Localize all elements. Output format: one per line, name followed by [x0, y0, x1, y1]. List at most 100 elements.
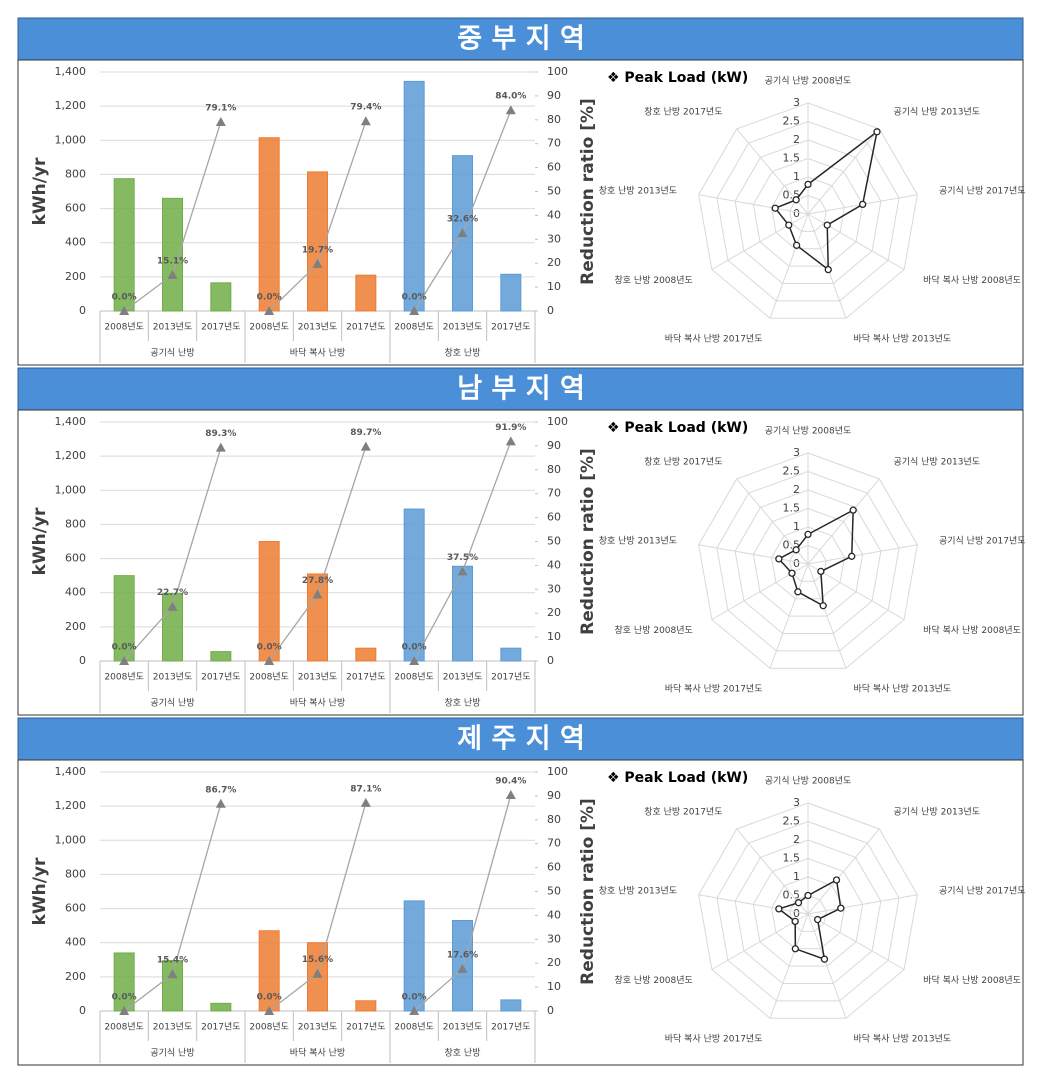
radar-tick-label: 2.5 — [783, 815, 801, 828]
data-label: 15.6% — [302, 955, 333, 965]
radar-line — [777, 878, 842, 961]
data-label: 84.0% — [495, 92, 526, 102]
y-tick-label: 0 — [79, 654, 86, 667]
line-marker — [505, 789, 516, 799]
radar-spoke — [807, 913, 905, 970]
data-label: 22.7% — [157, 588, 188, 598]
y2-tick-label: 20 — [547, 256, 561, 269]
radar-axis-label: 창호 난방 2017년도 — [644, 107, 722, 118]
radar-grid — [752, 157, 864, 267]
y2-tick-label: 90 — [547, 89, 561, 102]
y2-tick-label: 90 — [547, 439, 561, 452]
x-tick-label: 2017년도 — [491, 322, 530, 333]
radar-point — [859, 200, 867, 209]
radar-point — [820, 955, 829, 963]
line-marker — [119, 656, 130, 665]
radar-point — [792, 546, 800, 554]
y2-tick-label: 30 — [547, 232, 561, 245]
y-tick-label: 0 — [79, 1004, 86, 1017]
x-tick-label: 2017년도 — [346, 1022, 385, 1033]
y2-tick-label: 60 — [547, 511, 561, 524]
line-marker — [215, 442, 226, 452]
radar-tick-label: 0 — [793, 907, 800, 920]
radar-title: ❖ Peak Load (kW) — [607, 770, 748, 786]
y2-tick-label: 30 — [547, 582, 561, 595]
line-marker — [409, 306, 420, 315]
radar-point — [785, 221, 793, 229]
section-body — [17, 59, 1024, 366]
radar-tick-label: 3 — [793, 796, 800, 809]
bar — [403, 508, 425, 662]
data-label: 15.4% — [157, 956, 188, 966]
y-tick-label: 400 — [65, 936, 86, 949]
y2-tick-label: 70 — [547, 487, 561, 500]
radar-grid — [771, 176, 845, 250]
radar-tick-label: 2 — [793, 833, 800, 846]
x-tick-label: 2013년도 — [443, 672, 482, 683]
y-axis-label: kWh/yr — [30, 857, 50, 925]
line-marker — [119, 1006, 130, 1015]
y-tick-label: 1,400 — [55, 765, 87, 778]
x-tick-label: 2013년도 — [153, 672, 192, 683]
radar-grid — [698, 802, 918, 1019]
radar-tick-label: 3 — [793, 446, 800, 459]
radar-grid — [771, 526, 845, 600]
y-tick-label: 1,400 — [55, 415, 87, 428]
radar-spoke — [711, 213, 809, 270]
y2-tick-label: 100 — [547, 415, 568, 428]
radar-axis-label: 창호 난방 2017년도 — [644, 457, 722, 468]
bar — [500, 999, 522, 1012]
data-label: 17.6% — [447, 950, 478, 960]
y-tick-label: 600 — [65, 902, 86, 915]
y2-tick-label: 70 — [547, 837, 561, 850]
bar — [500, 647, 522, 662]
radar-point — [788, 569, 796, 577]
radar-point — [873, 128, 881, 136]
radar-point — [775, 905, 783, 913]
y2-tick-label: 10 — [547, 980, 561, 993]
group-label: 바닥 복사 난방 — [290, 698, 345, 709]
radar-axis-label: 공기식 난방 2008년도 — [765, 776, 852, 787]
y2-tick-label: 70 — [547, 137, 561, 150]
radar-axis-label: 바닥 복사 난방 2013년도 — [853, 333, 951, 344]
radar-axis-label: 바닥 복사 난방 2008년도 — [923, 275, 1021, 286]
y2-axis-label: Reduction ratio [%] — [578, 798, 598, 985]
radar-axis-label: 창호 난방 2013년도 — [599, 535, 677, 546]
radar-point — [792, 241, 801, 249]
radar-spoke — [807, 478, 880, 565]
radar-point — [771, 204, 779, 212]
radar-axis-label: 바닥 복사 난방 2008년도 — [923, 975, 1021, 986]
radar-grid — [716, 820, 900, 1002]
radar-grid — [734, 489, 882, 635]
y2-tick-label: 60 — [547, 161, 561, 174]
data-label: 87.1% — [350, 784, 381, 794]
x-tick-label: 2008년도 — [104, 322, 143, 333]
bar — [500, 273, 522, 312]
data-label: 19.7% — [302, 245, 333, 255]
radar-axis-label: 바닥 복사 난방 2008년도 — [923, 625, 1021, 636]
line-marker — [360, 116, 371, 126]
radar-tick-label: 1.5 — [783, 152, 801, 165]
data-label: 0.0% — [402, 293, 427, 303]
radar-point — [824, 265, 832, 274]
section-title: 제 주 지 역 — [457, 724, 585, 755]
radar-spoke — [807, 563, 905, 620]
data-label: 32.6% — [447, 215, 478, 225]
radar-point — [804, 891, 812, 900]
bar — [210, 1002, 232, 1012]
data-label: 27.8% — [302, 576, 333, 586]
data-label: 0.0% — [257, 643, 282, 653]
radar-axis-label: 창호 난방 2013년도 — [599, 885, 677, 896]
y2-tick-label: 50 — [547, 185, 561, 198]
line-marker — [215, 798, 226, 808]
data-label: 0.0% — [112, 993, 137, 1003]
data-label: 89.3% — [205, 429, 236, 439]
section-header — [17, 17, 1024, 61]
radar-tick-label: 0 — [793, 557, 800, 570]
y2-tick-label: 40 — [547, 908, 561, 921]
bar — [307, 171, 328, 312]
radar-axis-label: 창호 난방 2008년도 — [615, 625, 693, 636]
radar-axis-label: 공기식 난방 2017년도 — [939, 185, 1026, 196]
y2-tick-label: 0 — [547, 304, 554, 317]
